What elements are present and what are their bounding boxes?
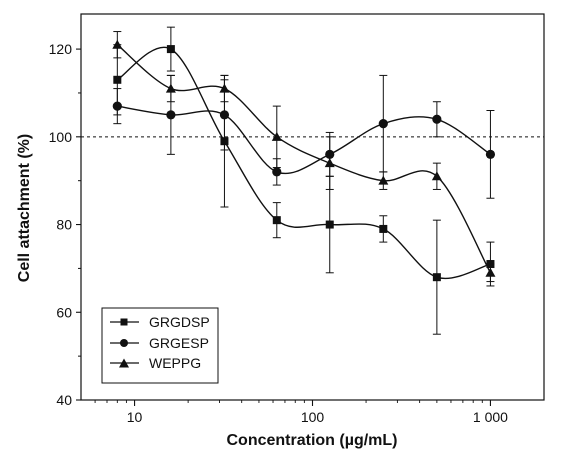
point-weppg-2 xyxy=(219,83,230,93)
point-grgdsp-0 xyxy=(113,75,122,84)
y-tick-label-60: 60 xyxy=(56,304,72,320)
point-grgesp-0 xyxy=(112,101,122,111)
legend-item-weppg: WEPPG xyxy=(110,355,201,371)
x-tick-label-10: 10 xyxy=(127,409,143,425)
legend-marker-grgdsp xyxy=(120,318,128,326)
legend-item-grgdsp: GRGDSP xyxy=(110,314,210,330)
curve-weppg xyxy=(116,44,492,274)
point-grgdsp-5 xyxy=(379,224,388,233)
point-grgesp-3 xyxy=(272,167,282,177)
curve-grgdsp xyxy=(116,46,491,280)
legend-label-grgesp: GRGESP xyxy=(149,335,209,351)
point-grgesp-1 xyxy=(166,110,176,120)
point-weppg-0 xyxy=(112,39,123,49)
point-weppg-3 xyxy=(271,131,282,141)
x-tick-label-100: 100 xyxy=(301,409,325,425)
point-grgesp-5 xyxy=(378,119,388,129)
legend-marker-weppg xyxy=(119,358,129,368)
point-grgdsp-6 xyxy=(432,273,441,282)
point-weppg-4 xyxy=(324,158,335,168)
legend: GRGDSP GRGESP WEPPG xyxy=(101,307,219,384)
axis-layer: 40 60 80 100 120 10 100 1 000 xyxy=(49,41,544,425)
series-grgdsp xyxy=(113,26,495,335)
x-axis-title: Concentration (µg/mL) xyxy=(227,432,398,449)
point-weppg-7 xyxy=(485,267,496,277)
series-layer xyxy=(112,26,496,335)
y-tick-label-80: 80 xyxy=(56,217,72,233)
legend-item-grgesp: GRGESP xyxy=(110,335,209,351)
point-grgesp-6 xyxy=(432,114,442,124)
point-weppg-6 xyxy=(431,171,442,181)
legend-marker-grgesp xyxy=(120,339,128,347)
point-weppg-5 xyxy=(378,175,389,185)
y-tick-label-120: 120 xyxy=(49,41,73,57)
point-grgesp-2 xyxy=(219,110,230,120)
legend-label-weppg: WEPPG xyxy=(149,355,201,371)
point-grgdsp-3 xyxy=(272,216,281,225)
x-tick-label-1000: 1 000 xyxy=(473,409,508,425)
point-weppg-1 xyxy=(165,83,176,93)
point-grgdsp-4 xyxy=(325,220,334,229)
series-weppg xyxy=(112,31,496,283)
legend-label-grgdsp: GRGDSP xyxy=(149,314,210,330)
point-grgdsp-1 xyxy=(166,45,175,54)
y-tick-label-40: 40 xyxy=(56,392,72,408)
point-grgesp-7 xyxy=(485,149,496,159)
y-tick-label-100: 100 xyxy=(49,129,73,145)
y-axis-title: Cell attachment (%) xyxy=(16,134,33,282)
